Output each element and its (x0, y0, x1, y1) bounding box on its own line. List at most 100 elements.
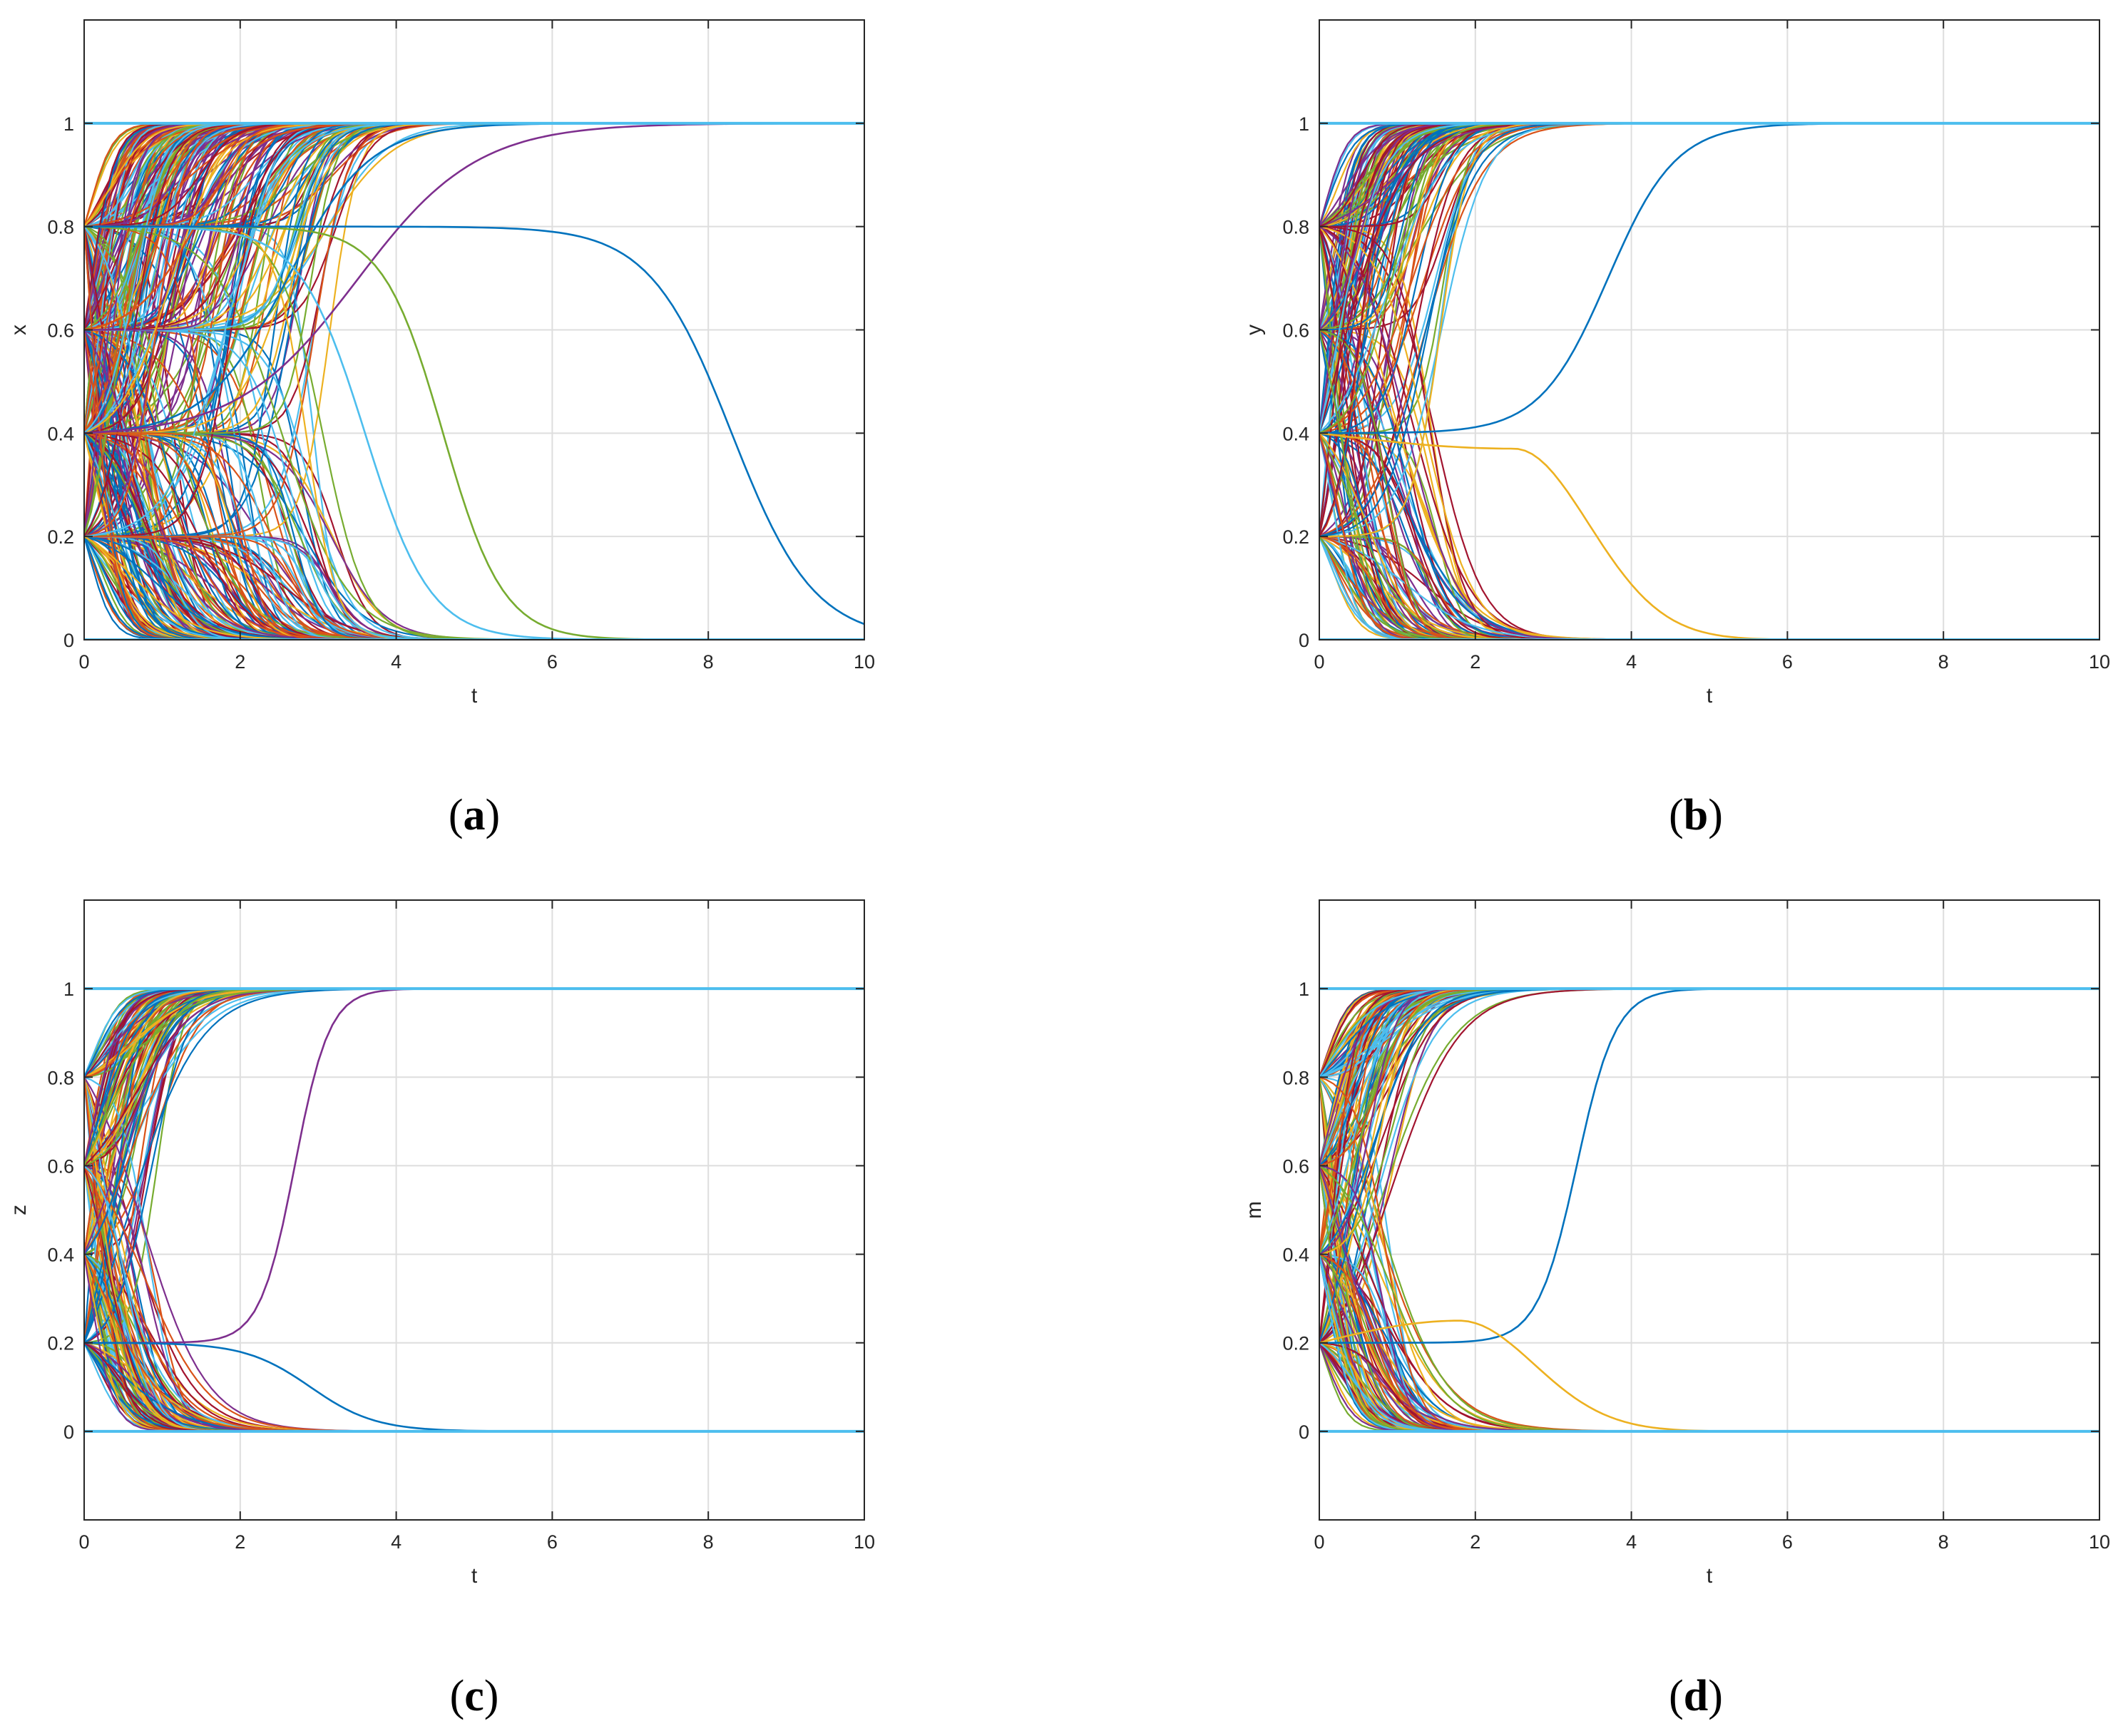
y-tick-label: 0.4 (1282, 1245, 1309, 1266)
axes-box (1319, 899, 2100, 1521)
series-line (1319, 536, 2099, 640)
series-line (84, 536, 864, 640)
series-line (1319, 536, 2099, 640)
x-tick-label: 0 (1314, 1531, 1324, 1553)
caption-b: (b) (1669, 791, 1723, 839)
series-line (1319, 225, 2099, 640)
y-tick-label: 0.4 (47, 423, 74, 444)
x-tick-label: 2 (235, 1531, 245, 1553)
series-line (84, 536, 864, 640)
series-line (84, 329, 864, 640)
series-line (1319, 432, 2099, 640)
series-line (84, 536, 864, 640)
series-line (84, 432, 864, 640)
y-tick-label: 0.6 (1282, 320, 1309, 342)
series-line (84, 432, 864, 640)
x-tick-label: 6 (547, 651, 558, 673)
series-line (84, 329, 864, 640)
series-line (84, 225, 864, 640)
y-tick-label: 0.2 (47, 526, 74, 548)
y-tick-label: 0.8 (47, 217, 74, 238)
panel-c: 0 2 4 6 8 10 0 0.2 0.4 0.6 0.8 1 t z (7, 899, 875, 1588)
series-line (1319, 225, 2099, 640)
x-tick-label: 4 (1626, 1531, 1637, 1553)
series-line (84, 536, 864, 640)
series-line (84, 432, 864, 640)
series-line (84, 432, 864, 640)
x-tick-label: 2 (235, 651, 245, 673)
y-tick-label: 0.8 (1282, 1067, 1309, 1088)
series-line (84, 432, 864, 640)
y-tick-label: 0.2 (47, 1333, 74, 1354)
series-line (1319, 329, 2099, 640)
series-line (1319, 432, 2099, 640)
y-tick-label: 1 (63, 979, 74, 1000)
x-tick-label: 0 (78, 651, 89, 673)
series-line (84, 432, 864, 640)
y-tick-label: 0.8 (47, 1067, 74, 1088)
y-axis-label: x (7, 325, 31, 335)
series-line (84, 225, 864, 640)
series-line (84, 536, 864, 640)
panel-d: 0 2 4 6 8 10 0 0.2 0.4 0.6 0.8 1 t m (1242, 899, 2110, 1588)
axes-box (83, 899, 865, 1521)
caption-d: (d) (1669, 1672, 1723, 1720)
series-line (84, 536, 864, 640)
series-line (84, 536, 864, 640)
series-line (1319, 225, 2099, 640)
series-line (84, 536, 864, 640)
series-line (84, 432, 864, 640)
series-line (84, 432, 864, 640)
series-line (1319, 432, 2099, 640)
series-down-late (84, 225, 864, 640)
series-line (1319, 226, 2099, 640)
series-line (84, 329, 864, 640)
series-line (1319, 329, 2099, 640)
series-line (84, 536, 864, 640)
x-tick-label: 2 (1470, 1531, 1480, 1553)
caption-a: (a) (449, 791, 500, 839)
series-hump-yellow (1319, 432, 2099, 640)
series-line (1319, 225, 2099, 640)
series-line (1319, 225, 2099, 640)
series-line (84, 432, 864, 640)
series-line (1319, 226, 2099, 640)
x-axis-label: t (471, 1564, 478, 1588)
series-line (84, 536, 864, 640)
series-line (84, 536, 864, 640)
x-axis-label: t (1707, 684, 1713, 708)
series-line (84, 432, 864, 640)
y-axis-label: z (7, 1205, 31, 1215)
x-tick-label: 6 (1782, 1531, 1793, 1553)
x-tick-label: 6 (1782, 651, 1793, 673)
y-tick-label: 1 (1299, 979, 1309, 1000)
series-line (84, 329, 864, 640)
x-axis-label: t (1707, 1564, 1713, 1588)
x-tick-label: 10 (2089, 651, 2110, 673)
x-tick-label: 0 (1314, 651, 1324, 673)
series-line (1319, 536, 2099, 640)
series-line (84, 329, 864, 640)
series-group (84, 987, 864, 1433)
series-line (1319, 536, 2099, 640)
x-tick-label: 8 (1938, 651, 1949, 673)
x-tick-label: 4 (1626, 651, 1637, 673)
series-group (84, 121, 864, 640)
y-tick-label: 1 (63, 113, 74, 135)
series-line (1319, 432, 2099, 640)
panel-a: 0 2 4 6 8 10 0 0.2 0.4 0.6 0.8 1 t x (7, 19, 875, 708)
y-tick-label: 0 (1299, 1421, 1309, 1443)
series-line (1319, 329, 2099, 640)
y-tick-label: 0.6 (47, 1155, 74, 1177)
series-line (84, 432, 864, 640)
series-line (1319, 329, 2099, 640)
series-line (1319, 536, 2099, 640)
y-tick-label: 0 (63, 630, 74, 651)
series-line (1319, 225, 2099, 640)
x-tick-label: 8 (703, 1531, 714, 1553)
y-tick-label: 1 (1299, 113, 1309, 135)
series-line (84, 536, 864, 640)
y-tick-label: 0.2 (1282, 526, 1309, 548)
x-tick-label: 4 (391, 651, 401, 673)
